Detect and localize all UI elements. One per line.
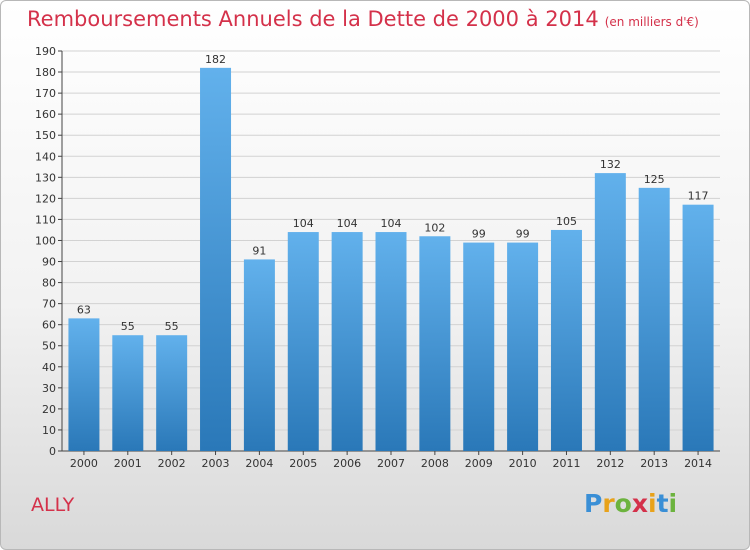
x-tick-label: 2004 bbox=[245, 457, 273, 470]
y-tick-label: 120 bbox=[35, 192, 56, 205]
x-tick-label: 2009 bbox=[465, 457, 493, 470]
y-tick-label: 170 bbox=[35, 87, 56, 100]
data-label: 125 bbox=[644, 173, 665, 186]
data-label: 55 bbox=[121, 320, 135, 333]
y-tick-label: 50 bbox=[42, 340, 56, 353]
x-tick-label: 2003 bbox=[202, 457, 230, 470]
logo-letter: P bbox=[584, 489, 603, 518]
x-tick-label: 2012 bbox=[596, 457, 624, 470]
bar bbox=[682, 204, 714, 451]
logo-letter: x bbox=[631, 489, 648, 518]
x-tick-label: 2011 bbox=[552, 457, 580, 470]
y-tick-label: 130 bbox=[35, 171, 56, 184]
y-tick-label: 80 bbox=[42, 277, 56, 290]
y-tick-label: 100 bbox=[35, 234, 56, 247]
bar bbox=[331, 232, 363, 451]
x-tick-label: 2006 bbox=[333, 457, 361, 470]
data-label: 105 bbox=[556, 215, 577, 228]
x-tick-label: 2002 bbox=[158, 457, 186, 470]
x-tick-label: 2007 bbox=[377, 457, 405, 470]
bar bbox=[375, 232, 407, 451]
y-tick-label: 160 bbox=[35, 108, 56, 121]
x-tick-label: 2000 bbox=[70, 457, 98, 470]
logo-letter: r bbox=[602, 489, 615, 518]
logo-letter: i bbox=[668, 489, 678, 518]
title-unit: (en milliers d'€) bbox=[604, 15, 699, 29]
y-tick-label: 190 bbox=[35, 45, 56, 58]
data-label: 104 bbox=[293, 217, 314, 230]
bars bbox=[68, 67, 714, 451]
data-label: 91 bbox=[252, 244, 266, 257]
labels: 63 55 55 182 91 104 104 104 102 99 99 105 132 125 117 bbox=[77, 53, 709, 333]
y-tick-label: 150 bbox=[35, 129, 56, 142]
bar bbox=[112, 335, 144, 451]
bar bbox=[243, 259, 275, 451]
y-tick-label: 10 bbox=[42, 424, 56, 437]
y-tick-label: 30 bbox=[42, 382, 56, 395]
chart-title: Remboursements Annuels de la Dette de 20… bbox=[27, 7, 699, 31]
bar bbox=[463, 242, 495, 451]
data-label: 117 bbox=[688, 190, 709, 203]
data-label: 99 bbox=[472, 228, 486, 241]
x-tick-label: 2013 bbox=[640, 457, 668, 470]
y-tick-label: 90 bbox=[42, 256, 56, 269]
bar bbox=[200, 67, 232, 451]
y-tick-label: 20 bbox=[42, 403, 56, 416]
bar bbox=[550, 229, 582, 451]
bar bbox=[68, 318, 100, 451]
x-tick-label: 2001 bbox=[114, 457, 142, 470]
data-label: 104 bbox=[337, 217, 358, 230]
y-tick-label: 180 bbox=[35, 66, 56, 79]
bar bbox=[287, 232, 319, 451]
x-tick-label: 2014 bbox=[684, 457, 712, 470]
logo-letter: i bbox=[648, 489, 657, 518]
y-tick-label: 110 bbox=[35, 213, 56, 226]
data-label: 132 bbox=[600, 158, 621, 171]
bar bbox=[638, 187, 670, 451]
x-tick-label: 2005 bbox=[289, 457, 317, 470]
place-name: ALLY bbox=[31, 494, 75, 516]
bar bbox=[156, 335, 188, 451]
bar bbox=[507, 242, 539, 451]
y-tick-label: 40 bbox=[42, 361, 56, 374]
data-label: 102 bbox=[424, 221, 445, 234]
y-tick-label: 0 bbox=[49, 445, 56, 458]
bar bbox=[419, 236, 451, 451]
data-label: 99 bbox=[516, 228, 530, 241]
data-label: 104 bbox=[381, 217, 402, 230]
proxiti-logo: Proxiti bbox=[584, 489, 677, 518]
logo-letter: o bbox=[614, 489, 632, 518]
y-tick-label: 60 bbox=[42, 319, 56, 332]
x-tick-label: 2008 bbox=[421, 457, 449, 470]
y-tick-label: 140 bbox=[35, 150, 56, 163]
data-label: 182 bbox=[205, 53, 226, 66]
data-label: 55 bbox=[165, 320, 179, 333]
bar bbox=[594, 173, 626, 451]
x-tick-label: 2010 bbox=[509, 457, 537, 470]
y-tick-label: 70 bbox=[42, 298, 56, 311]
data-label: 63 bbox=[77, 303, 91, 316]
title-main: Remboursements Annuels de la Dette de 20… bbox=[27, 7, 599, 31]
logo-letter: t bbox=[656, 489, 669, 518]
